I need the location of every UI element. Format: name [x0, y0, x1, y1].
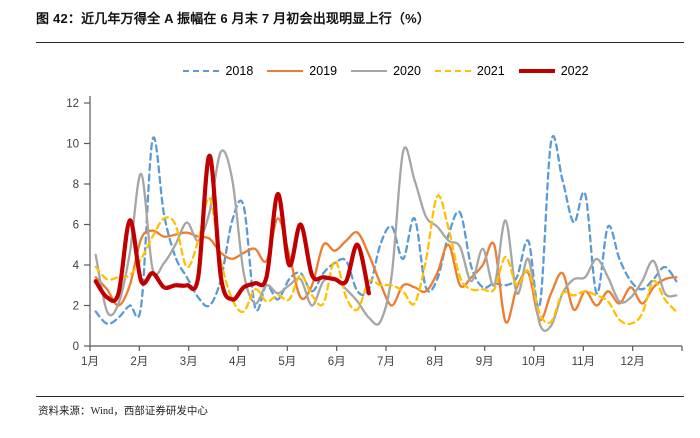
- svg-text:12月: 12月: [621, 356, 645, 368]
- svg-text:8月: 8月: [426, 356, 444, 368]
- svg-text:8: 8: [73, 179, 79, 191]
- svg-text:10月: 10月: [522, 356, 546, 368]
- top-divider: [36, 42, 684, 43]
- figure-title: 图 42：近几年万得全 A 振幅在 6 月末 7 月初会出现明显上行（%）: [36, 11, 431, 26]
- legend-label-2020: 2020: [393, 64, 421, 78]
- svg-text:11月: 11月: [572, 356, 595, 368]
- svg-text:9月: 9月: [476, 356, 494, 368]
- svg-text:4: 4: [73, 260, 80, 272]
- chart-legend: 2018 2019 2020 2021 2022: [90, 64, 682, 78]
- svg-text:10: 10: [66, 139, 79, 151]
- legend-item-2022: 2022: [518, 64, 589, 78]
- legend-label-2022: 2022: [560, 64, 589, 78]
- legend-line-sample-2019: [267, 70, 304, 72]
- legend-item-2019: 2019: [267, 64, 337, 78]
- legend-item-2018: 2018: [183, 64, 253, 78]
- svg-text:12: 12: [66, 98, 79, 110]
- svg-text:7月: 7月: [377, 356, 395, 368]
- svg-text:6月: 6月: [328, 356, 346, 368]
- legend-line-sample-2018: [183, 70, 220, 72]
- legend-line-sample-2022: [518, 69, 555, 73]
- svg-text:0: 0: [73, 341, 79, 353]
- svg-text:1月: 1月: [81, 356, 99, 368]
- legend-label-2018: 2018: [225, 64, 254, 78]
- legend-line-sample-2020: [351, 70, 388, 72]
- series-line-2022: [93, 153, 371, 304]
- legend-line-sample-2021: [434, 70, 471, 72]
- legend-label-2021: 2021: [476, 64, 505, 78]
- bottom-divider: [36, 396, 684, 397]
- legend-item-2020: 2020: [351, 64, 421, 78]
- series-line-2020: [94, 146, 678, 332]
- legend-item-2021: 2021: [434, 64, 505, 78]
- series-line-2021: [94, 194, 678, 326]
- svg-text:3月: 3月: [180, 356, 198, 368]
- series-line-2018: [94, 134, 678, 325]
- svg-text:4月: 4月: [229, 356, 247, 368]
- svg-text:2: 2: [73, 301, 79, 313]
- amplitude-line-chart: 0 2 4 6 8 10 12 1月 2月 3月 4月 5月 6月 7月 8月 9月 10月 11月 12月: [66, 96, 683, 368]
- svg-text:5月: 5月: [278, 356, 296, 368]
- svg-text:6: 6: [73, 220, 79, 232]
- svg-text:2月: 2月: [130, 356, 148, 368]
- source-note: 资料来源：Wind，西部证券研发中心: [38, 406, 208, 417]
- legend-label-2019: 2019: [309, 64, 338, 78]
